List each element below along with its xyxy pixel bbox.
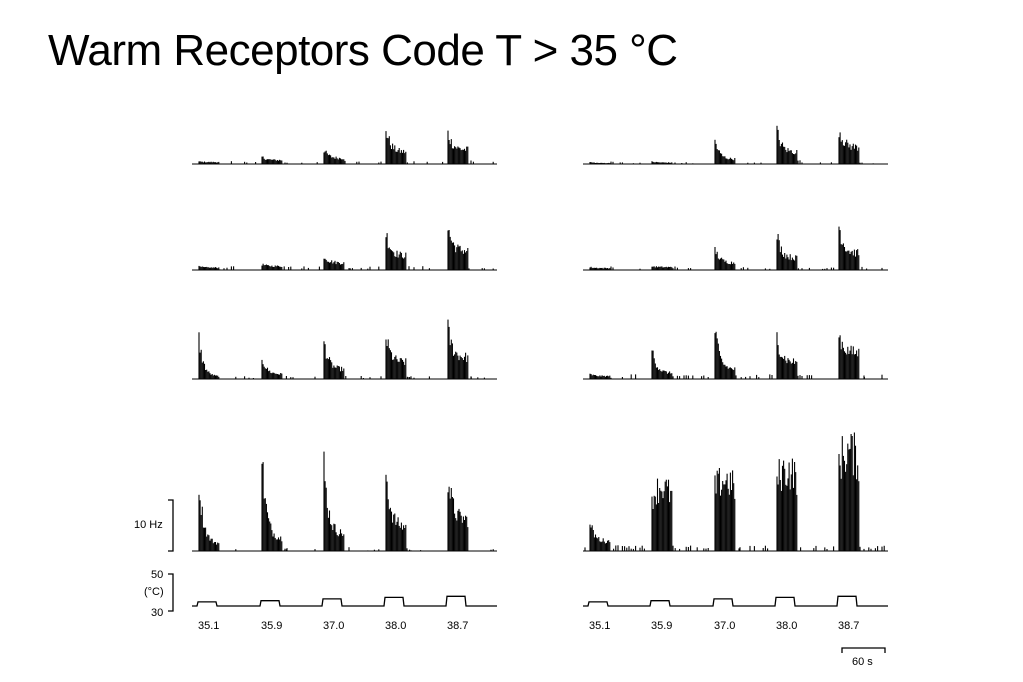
time-scale-label: 60 s: [852, 656, 873, 668]
step-label-right-4: 38.0: [776, 620, 797, 632]
step-label-left-1: 35.1: [198, 620, 219, 632]
step-label-left-3: 37.0: [323, 620, 344, 632]
step-label-right-3: 37.0: [714, 620, 735, 632]
temperature-trace-left: [192, 595, 497, 607]
trace-left-1: [192, 130, 497, 165]
step-label-right-2: 35.9: [651, 620, 672, 632]
trace-right-3: [583, 331, 888, 380]
rate-scale-bar: 10 Hz: [134, 499, 174, 552]
temperature-axis: 50 (°C) 30: [144, 569, 174, 619]
trace-right-1: [583, 125, 888, 165]
trace-right-4: [583, 432, 888, 552]
step-temperature-labels: 35.1 35.9 37.0 38.0 38.7 35.1 35.9 37.0 38.0 38.7: [198, 620, 859, 632]
trace-left-2: [192, 230, 497, 271]
step-label-right-5: 38.7: [838, 620, 859, 632]
trace-right-2: [583, 226, 888, 271]
step-label-left-5: 38.7: [447, 620, 468, 632]
step-label-left-2: 35.9: [261, 620, 282, 632]
time-scale-bar: 60 s: [841, 647, 886, 668]
rate-scale-label: 10 Hz: [134, 519, 163, 531]
slide-title: Warm Receptors Code T > 35 °C: [48, 26, 678, 75]
trace-left-4: [192, 451, 497, 552]
histogram-traces: [192, 125, 888, 552]
step-label-right-1: 35.1: [589, 620, 610, 632]
step-label-left-4: 38.0: [385, 620, 406, 632]
trace-left-3: [192, 319, 497, 380]
temp-tick-30: 30: [151, 607, 163, 619]
temp-tick-50: 50: [151, 569, 163, 581]
temp-axis-unit: (°C): [144, 586, 164, 598]
temperature-traces: [192, 595, 888, 607]
temperature-trace-right: [583, 595, 888, 607]
